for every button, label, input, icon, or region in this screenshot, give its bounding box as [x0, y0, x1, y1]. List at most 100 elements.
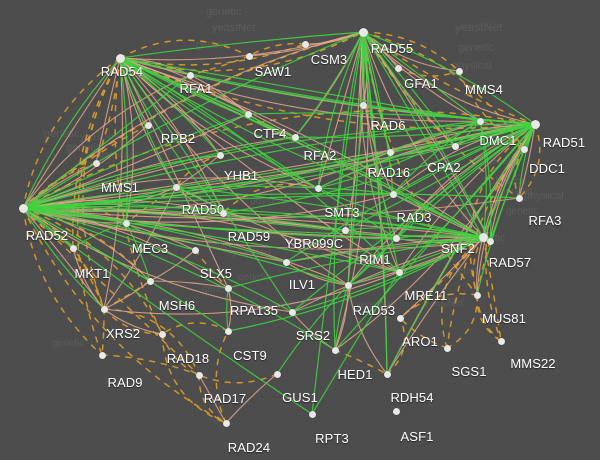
graph-node-mre11[interactable]: [395, 268, 403, 276]
graph-node-rfa2[interactable]: [291, 133, 299, 141]
genetic-edge: [125, 222, 484, 238]
genetic-edge: [119, 57, 296, 138]
graph-node-srs2[interactable]: [288, 308, 296, 316]
graph-node-slx5[interactable]: [191, 246, 199, 254]
graph-node-gus1[interactable]: [273, 370, 281, 378]
graph-node-rpt3[interactable]: [308, 410, 316, 418]
graph-node-rfa3[interactable]: [515, 194, 523, 202]
graph-node-dmc1[interactable]: [476, 117, 484, 125]
graph-node-mkt1[interactable]: [69, 244, 77, 252]
graph-node-rad18[interactable]: [158, 330, 166, 338]
graph-node-yhb1[interactable]: [216, 151, 224, 159]
physical-edge: [362, 31, 484, 238]
graph-node-smt3[interactable]: [314, 184, 322, 192]
genetic-edge: [22, 207, 287, 263]
graph-node-csm3[interactable]: [301, 40, 309, 48]
genetic-edge: [119, 57, 128, 224]
graph-node-rad54[interactable]: [115, 53, 125, 63]
graph-node-rad53[interactable]: [344, 281, 352, 289]
genetic-edge: [22, 154, 221, 209]
genetic-edge: [119, 57, 224, 214]
genetic-edge: [119, 57, 397, 239]
graph-node-mms1[interactable]: [92, 159, 100, 167]
graph-node-rad52[interactable]: [18, 203, 28, 213]
graph-node-rad6[interactable]: [359, 101, 367, 109]
graph-node-rad50[interactable]: [172, 183, 180, 191]
physical-edge: [119, 31, 364, 61]
predicted-edge: [194, 249, 229, 289]
graph-node-saw1[interactable]: [245, 52, 253, 60]
graph-node-ctf4[interactable]: [244, 110, 252, 118]
graph-node-rad17[interactable]: [195, 371, 203, 379]
graph-node-rim1[interactable]: [392, 234, 400, 242]
graph-node-rad9[interactable]: [98, 351, 106, 359]
genetic-edge: [291, 236, 484, 313]
graph-node-cst9[interactable]: [224, 327, 232, 335]
predicted-edge: [72, 57, 121, 249]
genetic-edge: [119, 57, 481, 122]
graph-node-mus81[interactable]: [473, 291, 481, 299]
genetic-edge: [22, 31, 364, 209]
genetic-edge: [22, 207, 346, 231]
graph-node-mec3[interactable]: [122, 219, 130, 227]
physical-edge: [22, 207, 293, 313]
genetic-edge: [317, 31, 364, 189]
predicted-edge: [22, 207, 163, 335]
graph-node-ddc1[interactable]: [520, 145, 528, 153]
predicted-edge: [476, 294, 502, 342]
graph-node-rpb2[interactable]: [144, 121, 152, 129]
graph-node-hed1[interactable]: [331, 346, 339, 354]
graph-node-asf1[interactable]: [392, 407, 400, 415]
genetic-edge: [22, 207, 336, 351]
predicted-edge: [248, 42, 306, 57]
physical-edge: [225, 373, 278, 424]
genetic-edge: [22, 207, 349, 286]
graph-node-mms22[interactable]: [497, 337, 505, 345]
graph-node-rdh54[interactable]: [383, 370, 391, 378]
physical-edge: [22, 207, 105, 310]
genetic-edge: [317, 120, 481, 189]
graph-node-rad16[interactable]: [386, 148, 394, 156]
genetic-edge: [347, 237, 397, 286]
graph-node-msh6[interactable]: [146, 277, 154, 285]
physical-edge: [22, 57, 121, 209]
genetic-edge: [219, 123, 536, 156]
graph-node-rad24[interactable]: [222, 419, 230, 427]
physical-edge: [398, 123, 536, 273]
graph-node-rad51[interactable]: [530, 119, 540, 129]
genetic-edge: [333, 31, 364, 351]
genetic-edge: [285, 236, 484, 263]
genetic-edge: [22, 207, 400, 273]
graph-node-rad3[interactable]: [389, 190, 397, 198]
genetic-edge: [362, 31, 456, 147]
graph-node-rpa135[interactable]: [224, 284, 232, 292]
physical-edge: [476, 236, 484, 296]
graph-node-rad57[interactable]: [486, 237, 494, 245]
graph-node-xrs2[interactable]: [100, 305, 108, 313]
graph-node-rad59[interactable]: [219, 209, 227, 217]
graph-node-ybr099c[interactable]: [341, 226, 349, 234]
genetic-edge: [119, 57, 319, 189]
genetic-edge: [291, 123, 536, 313]
predicted-edge: [215, 330, 229, 424]
graph-node-aro1[interactable]: [396, 314, 404, 322]
predicted-edge: [161, 333, 200, 376]
graph-node-cpa2[interactable]: [451, 142, 459, 150]
graph-node-mms4[interactable]: [455, 67, 463, 75]
genetic-edge: [362, 31, 394, 195]
genetic-edge: [22, 74, 191, 209]
genetic-edge: [362, 31, 481, 122]
graph-node-snf2[interactable]: [478, 232, 488, 242]
graph-node-ilv1[interactable]: [282, 258, 290, 266]
graph-node-rfa1[interactable]: [186, 71, 194, 79]
graph-node-sgs1[interactable]: [443, 344, 451, 352]
predicted-edge: [72, 247, 105, 310]
graph-node-rad55[interactable]: [358, 27, 368, 37]
genetic-edge: [334, 284, 349, 351]
genetic-edge: [22, 145, 456, 209]
predicted-edge: [22, 207, 105, 310]
graph-node-gfa1[interactable]: [394, 64, 402, 72]
physical-edge: [476, 123, 536, 296]
genetic-edge: [119, 57, 400, 273]
